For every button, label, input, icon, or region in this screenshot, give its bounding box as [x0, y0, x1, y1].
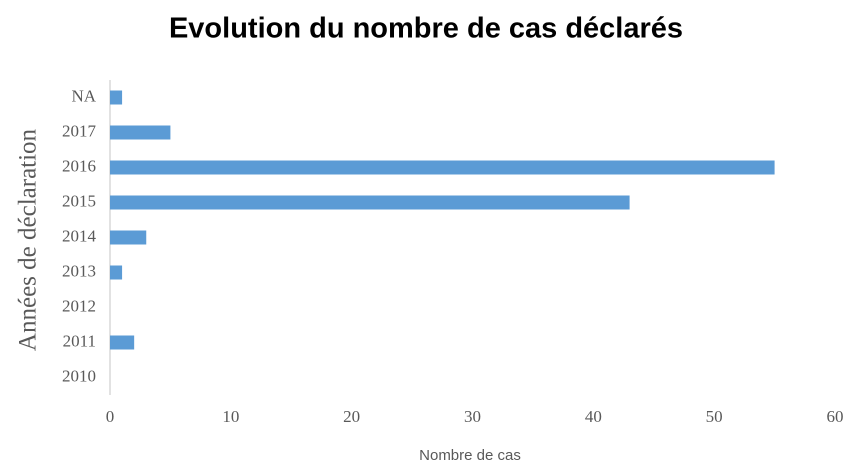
x-tick-label: 10 — [222, 407, 239, 426]
bar — [110, 125, 171, 140]
x-tick-label: 50 — [706, 407, 723, 426]
y-tick-label: 2017 — [62, 121, 97, 140]
y-tick-label: 2012 — [62, 296, 96, 315]
y-tick-label: 2015 — [62, 191, 96, 210]
y-tick-label: 2011 — [63, 331, 96, 350]
x-tick-label: 20 — [343, 407, 360, 426]
y-tick-label: 2013 — [62, 261, 96, 280]
bar — [110, 230, 147, 245]
bar — [110, 195, 630, 210]
bar — [110, 90, 123, 105]
x-tick-label: 40 — [585, 407, 602, 426]
x-tick-label: 0 — [106, 407, 115, 426]
y-tick-label: 2010 — [62, 366, 96, 385]
bar — [110, 160, 775, 175]
chart-title: Evolution du nombre de cas déclarés — [169, 13, 683, 45]
bar — [110, 335, 135, 350]
x-tick-label: 30 — [464, 407, 481, 426]
y-tick-label: 2016 — [62, 156, 96, 175]
y-tick-label: 2014 — [62, 226, 97, 245]
x-tick-label: 60 — [827, 407, 844, 426]
x-axis-title: Nombre de cas — [419, 447, 521, 464]
y-tick-label: NA — [71, 86, 96, 105]
y-axis-title: Années de déclaration — [15, 128, 42, 351]
bar — [110, 265, 123, 280]
